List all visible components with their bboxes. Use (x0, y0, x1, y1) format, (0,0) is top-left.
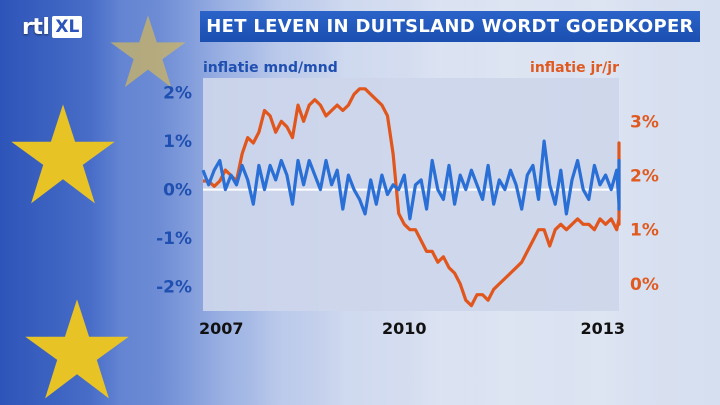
chart-title: HET LEVEN IN DUITSLAND WORDT GOEDKOPER (206, 16, 694, 37)
x-axis-tick-label: 2010 (382, 319, 427, 338)
x-axis-tick-label: 2007 (199, 319, 244, 338)
right-axis-tick-label: 1% (630, 221, 659, 241)
left-axis-tick-label: 2% (163, 84, 192, 104)
left-axis-tick-label: -1% (156, 229, 192, 249)
channel-logo: rtl XL (22, 14, 83, 40)
logo-rtl: rtl (22, 14, 50, 40)
title-bar: HET LEVEN IN DUITSLAND WORDT GOEDKOPER (200, 11, 700, 42)
left-axis-label: inflatie mnd/mnd (203, 60, 338, 76)
series-line-inflatie-mnd-mnd (201, 139, 621, 221)
eu-star-icon (25, 299, 129, 399)
right-axis-tick-label: 0% (630, 275, 659, 295)
plot-area (203, 78, 619, 311)
eu-star-icon (11, 104, 115, 204)
eu-star-icon (110, 15, 186, 88)
right-axis-tick-label: 3% (630, 112, 659, 132)
left-axis-tick-label: 1% (163, 132, 192, 152)
left-axis-tick-label: -2% (156, 278, 192, 298)
x-axis-tick-label: 2013 (580, 319, 625, 338)
right-axis-label: inflatie jr/jr (530, 60, 619, 76)
right-axis-tick-label: 2% (630, 167, 659, 187)
logo-xl: XL (52, 16, 83, 38)
left-axis-tick-label: 0% (163, 181, 192, 201)
